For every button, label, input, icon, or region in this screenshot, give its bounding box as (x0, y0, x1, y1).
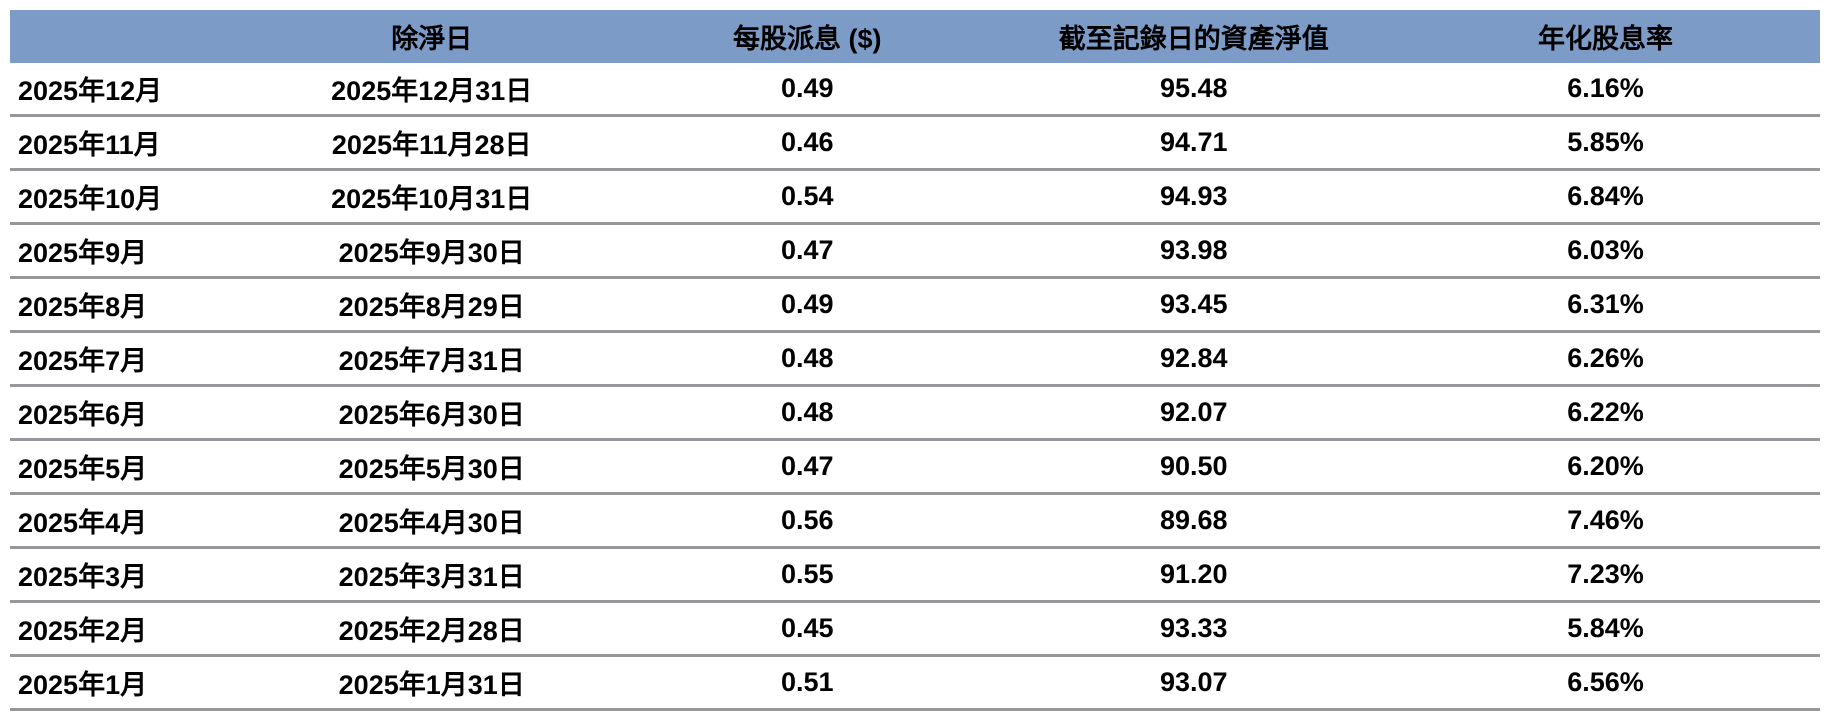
header-row: 除淨日 每股派息 ($) 截至記錄日的資產淨值 年化股息率 (10, 10, 1820, 63)
cell-dividend-per-share: 0.47 (618, 439, 997, 495)
column-header-dividend-per-share: 每股派息 ($) (618, 10, 997, 63)
cell-month: 2025年1月 (10, 655, 246, 711)
table-row: 2025年2月 2025年2月28日 0.45 93.33 5.84% (10, 601, 1820, 657)
column-header-annualized-yield: 年化股息率 (1391, 10, 1820, 63)
cell-month: 2025年8月 (10, 277, 246, 333)
cell-month: 2025年5月 (10, 439, 246, 495)
cell-ex-dividend-date: 2025年9月30日 (245, 223, 619, 279)
table-row: 2025年9月 2025年9月30日 0.47 93.98 6.03% (10, 223, 1820, 279)
table-row: 2025年4月 2025年4月30日 0.56 89.68 7.46% (10, 493, 1820, 549)
table-row: 2025年7月 2025年7月31日 0.48 92.84 6.26% (10, 331, 1820, 387)
cell-ex-dividend-date: 2025年4月30日 (245, 493, 619, 549)
column-header-month (10, 10, 246, 63)
table-body: 2025年12月 2025年12月31日 0.49 95.48 6.16% 2025年11… (10, 63, 1820, 711)
cell-annualized-yield: 7.46% (1391, 493, 1820, 549)
cell-annualized-yield: 6.16% (1391, 63, 1820, 117)
dividend-history-table: 除淨日 每股派息 ($) 截至記錄日的資產淨值 年化股息率 2025年12月 20… (10, 10, 1820, 711)
cell-ex-dividend-date: 2025年7月31日 (245, 331, 619, 387)
cell-annualized-yield: 5.85% (1391, 115, 1820, 171)
cell-ex-dividend-date: 2025年6月30日 (245, 385, 619, 441)
cell-ex-dividend-date: 2025年3月31日 (245, 547, 619, 603)
cell-nav-at-record-date: 90.50 (996, 439, 1392, 495)
cell-ex-dividend-date: 2025年10月31日 (245, 169, 619, 225)
table-row: 2025年6月 2025年6月30日 0.48 92.07 6.22% (10, 385, 1820, 441)
cell-dividend-per-share: 0.48 (618, 331, 997, 387)
cell-annualized-yield: 6.31% (1391, 277, 1820, 333)
cell-ex-dividend-date: 2025年1月31日 (245, 655, 619, 711)
column-header-nav-at-record-date: 截至記錄日的資產淨值 (996, 10, 1392, 63)
cell-annualized-yield: 6.20% (1391, 439, 1820, 495)
table-row: 2025年1月 2025年1月31日 0.51 93.07 6.56% (10, 655, 1820, 711)
dividend-history-section: 除淨日 每股派息 ($) 截至記錄日的資產淨值 年化股息率 2025年12月 20… (10, 10, 1820, 711)
cell-ex-dividend-date: 2025年8月29日 (245, 277, 619, 333)
cell-month: 2025年9月 (10, 223, 246, 279)
cell-annualized-yield: 6.84% (1391, 169, 1820, 225)
cell-nav-at-record-date: 94.71 (996, 115, 1392, 171)
cell-nav-at-record-date: 93.45 (996, 277, 1392, 333)
cell-nav-at-record-date: 92.84 (996, 331, 1392, 387)
cell-month: 2025年10月 (10, 169, 246, 225)
cell-month: 2025年7月 (10, 331, 246, 387)
table-row: 2025年3月 2025年3月31日 0.55 91.20 7.23% (10, 547, 1820, 603)
cell-month: 2025年6月 (10, 385, 246, 441)
table-row: 2025年10月 2025年10月31日 0.54 94.93 6.84% (10, 169, 1820, 225)
table-row: 2025年11月 2025年11月28日 0.46 94.71 5.85% (10, 115, 1820, 171)
column-header-ex-dividend-date: 除淨日 (245, 10, 619, 63)
cell-dividend-per-share: 0.47 (618, 223, 997, 279)
cell-dividend-per-share: 0.45 (618, 601, 997, 657)
cell-ex-dividend-date: 2025年12月31日 (245, 63, 619, 117)
cell-dividend-per-share: 0.48 (618, 385, 997, 441)
cell-annualized-yield: 6.26% (1391, 331, 1820, 387)
cell-dividend-per-share: 0.55 (618, 547, 997, 603)
cell-annualized-yield: 5.84% (1391, 601, 1820, 657)
cell-dividend-per-share: 0.51 (618, 655, 997, 711)
cell-month: 2025年2月 (10, 601, 246, 657)
cell-month: 2025年12月 (10, 63, 246, 117)
cell-nav-at-record-date: 91.20 (996, 547, 1392, 603)
cell-ex-dividend-date: 2025年5月30日 (245, 439, 619, 495)
table-row: 2025年12月 2025年12月31日 0.49 95.48 6.16% (10, 63, 1820, 117)
cell-ex-dividend-date: 2025年2月28日 (245, 601, 619, 657)
table-row: 2025年5月 2025年5月30日 0.47 90.50 6.20% (10, 439, 1820, 495)
cell-annualized-yield: 7.23% (1391, 547, 1820, 603)
table-row: 2025年8月 2025年8月29日 0.49 93.45 6.31% (10, 277, 1820, 333)
cell-month: 2025年11月 (10, 115, 246, 171)
cell-nav-at-record-date: 93.33 (996, 601, 1392, 657)
cell-annualized-yield: 6.22% (1391, 385, 1820, 441)
cell-month: 2025年3月 (10, 547, 246, 603)
table-header: 除淨日 每股派息 ($) 截至記錄日的資產淨值 年化股息率 (10, 10, 1820, 63)
cell-annualized-yield: 6.56% (1391, 655, 1820, 711)
cell-dividend-per-share: 0.56 (618, 493, 997, 549)
cell-nav-at-record-date: 89.68 (996, 493, 1392, 549)
cell-dividend-per-share: 0.54 (618, 169, 997, 225)
cell-nav-at-record-date: 94.93 (996, 169, 1392, 225)
cell-dividend-per-share: 0.49 (618, 63, 997, 117)
cell-dividend-per-share: 0.46 (618, 115, 997, 171)
cell-month: 2025年4月 (10, 493, 246, 549)
cell-nav-at-record-date: 93.98 (996, 223, 1392, 279)
cell-nav-at-record-date: 93.07 (996, 655, 1392, 711)
cell-nav-at-record-date: 92.07 (996, 385, 1392, 441)
cell-dividend-per-share: 0.49 (618, 277, 997, 333)
cell-ex-dividend-date: 2025年11月28日 (245, 115, 619, 171)
cell-annualized-yield: 6.03% (1391, 223, 1820, 279)
cell-nav-at-record-date: 95.48 (996, 63, 1392, 117)
